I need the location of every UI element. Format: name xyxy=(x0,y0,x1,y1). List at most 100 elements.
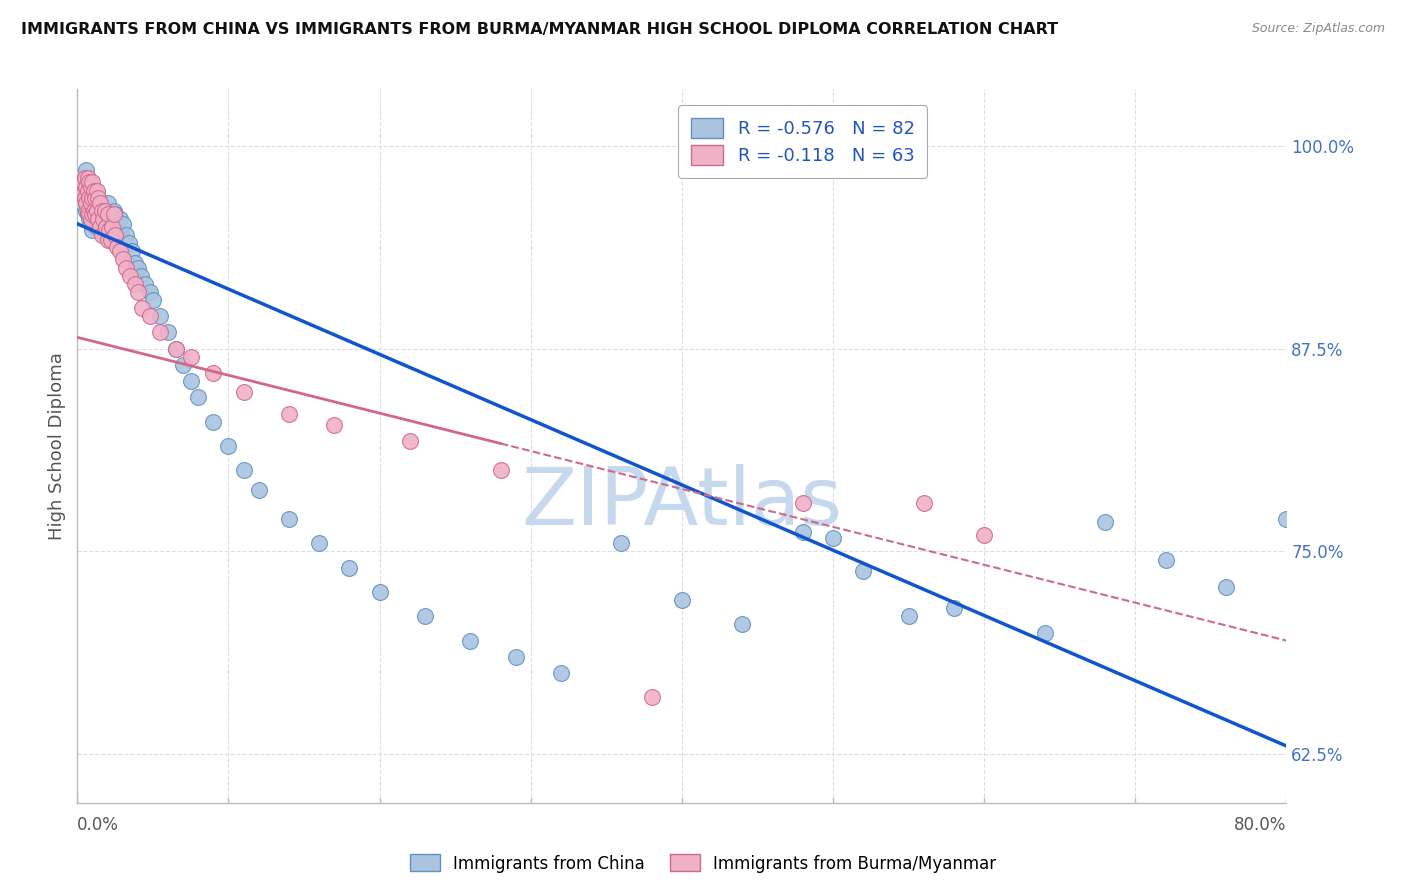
Point xyxy=(157,326,180,340)
Point xyxy=(142,293,165,307)
Point xyxy=(89,195,111,210)
Point xyxy=(72,175,94,189)
Point xyxy=(973,528,995,542)
Point xyxy=(218,439,240,453)
Point xyxy=(180,350,202,364)
Point xyxy=(232,385,254,400)
Point xyxy=(91,211,114,226)
Point xyxy=(118,236,141,251)
Point xyxy=(84,207,107,221)
Point xyxy=(93,203,115,218)
Point xyxy=(120,268,142,283)
Point xyxy=(278,407,301,421)
Point xyxy=(550,666,572,681)
Point xyxy=(84,191,107,205)
Point xyxy=(114,260,136,275)
Point xyxy=(111,217,134,231)
Point xyxy=(94,211,117,226)
Point xyxy=(413,609,436,624)
Point xyxy=(96,195,118,210)
Point xyxy=(165,342,187,356)
Point xyxy=(80,217,103,231)
Point xyxy=(90,201,112,215)
Point xyxy=(86,195,108,210)
Point xyxy=(105,239,128,253)
Point xyxy=(100,211,122,226)
Point xyxy=(1154,552,1177,566)
Point xyxy=(82,207,104,221)
Point xyxy=(323,417,346,432)
Point xyxy=(101,217,124,231)
Point xyxy=(129,268,152,283)
Point xyxy=(87,211,110,226)
Point xyxy=(82,175,104,189)
Point xyxy=(96,233,118,247)
Point xyxy=(80,179,103,194)
Point xyxy=(180,374,202,388)
Text: 80.0%: 80.0% xyxy=(1234,816,1286,834)
Point xyxy=(1275,512,1298,526)
Point xyxy=(79,175,101,189)
Point xyxy=(80,211,103,226)
Point xyxy=(72,187,94,202)
Point xyxy=(83,211,105,225)
Point xyxy=(897,609,920,624)
Point xyxy=(139,285,162,299)
Point xyxy=(731,617,754,632)
Point xyxy=(93,228,115,243)
Point xyxy=(75,203,97,218)
Point xyxy=(96,207,118,221)
Point xyxy=(100,233,122,247)
Point xyxy=(187,390,209,404)
Point xyxy=(172,358,194,372)
Point xyxy=(124,277,146,291)
Point xyxy=(278,512,301,526)
Point xyxy=(84,187,107,202)
Point xyxy=(86,203,108,218)
Point xyxy=(489,463,512,477)
Point xyxy=(80,191,103,205)
Text: 0.0%: 0.0% xyxy=(77,816,120,834)
Point xyxy=(73,191,96,205)
Point xyxy=(912,496,935,510)
Point xyxy=(943,601,966,615)
Point xyxy=(77,185,100,199)
Point xyxy=(87,191,110,205)
Point xyxy=(84,211,107,226)
Point xyxy=(149,326,172,340)
Point xyxy=(75,163,97,178)
Point xyxy=(165,342,187,356)
Point xyxy=(105,217,128,231)
Point xyxy=(108,211,131,226)
Point xyxy=(308,536,330,550)
Point xyxy=(77,171,100,186)
Point xyxy=(339,560,360,574)
Point xyxy=(82,191,104,205)
Point xyxy=(134,277,156,291)
Point xyxy=(93,203,115,218)
Point xyxy=(77,179,100,194)
Point xyxy=(139,310,162,324)
Point xyxy=(98,223,121,237)
Point xyxy=(247,483,270,497)
Point xyxy=(87,217,110,231)
Point xyxy=(108,244,131,259)
Point xyxy=(83,203,105,218)
Point xyxy=(72,179,94,194)
Point xyxy=(460,633,482,648)
Point xyxy=(610,536,633,550)
Legend: Immigrants from China, Immigrants from Burma/Myanmar: Immigrants from China, Immigrants from B… xyxy=(404,847,1002,880)
Point xyxy=(75,179,97,194)
Text: IMMIGRANTS FROM CHINA VS IMMIGRANTS FROM BURMA/MYANMAR HIGH SCHOOL DIPLOMA CORRE: IMMIGRANTS FROM CHINA VS IMMIGRANTS FROM… xyxy=(21,22,1059,37)
Point xyxy=(104,228,127,243)
Point xyxy=(852,564,875,578)
Point xyxy=(73,187,96,202)
Point xyxy=(149,310,172,324)
Point xyxy=(73,171,96,186)
Text: ZIPAtlas: ZIPAtlas xyxy=(522,464,842,542)
Point xyxy=(671,593,693,607)
Point xyxy=(104,207,127,221)
Point xyxy=(96,220,118,235)
Point xyxy=(202,366,225,380)
Text: Source: ZipAtlas.com: Source: ZipAtlas.com xyxy=(1251,22,1385,36)
